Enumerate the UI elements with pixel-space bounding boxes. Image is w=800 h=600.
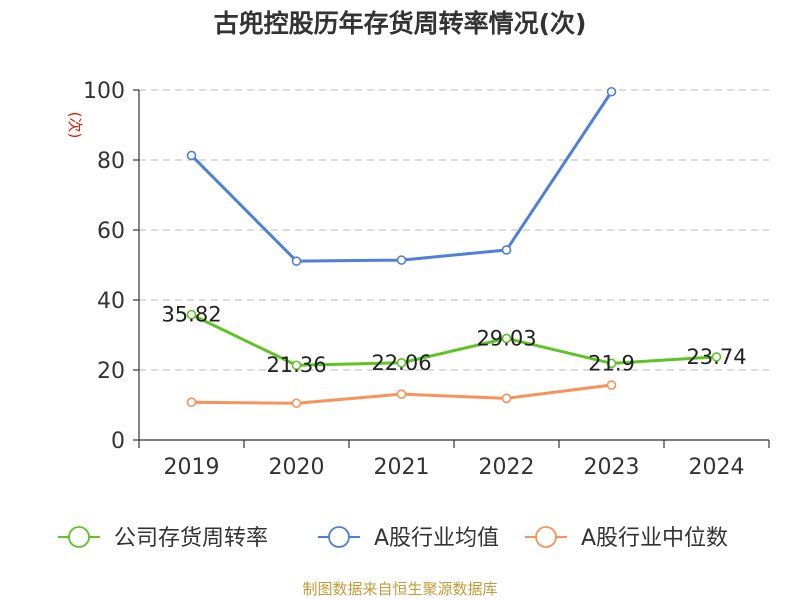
data-point-0-2022 (501, 333, 512, 344)
axes: 0 20 40 60 80 100 (次) 2019 2020 2021 2022 2023 2024 (66, 79, 770, 480)
data-point-1-2021 (396, 255, 407, 265)
grid-lines (139, 89, 769, 371)
data-point-1-2020 (291, 256, 302, 266)
x-tick-label-2024: 2024 (689, 455, 745, 480)
legend-marker-1 (328, 526, 350, 548)
data-point-0-2024 (711, 352, 722, 362)
x-tick-label-2020: 2020 (269, 455, 325, 480)
data-point-0-2021 (396, 357, 407, 368)
data-point-0-2023 (606, 358, 617, 369)
data-label-2023: 21.9 (588, 351, 635, 375)
data-point-1-2019 (186, 150, 197, 161)
y-tick-label: 40 (97, 289, 125, 314)
series-lines (186, 86, 722, 409)
legend-label-0: 公司存货周转率 (114, 526, 268, 551)
data-point-1-2023 (606, 86, 617, 97)
data-point-2-2023 (606, 380, 617, 390)
legend: 公司存货周转率 A股行业均值 A股行业中位数 (58, 526, 728, 551)
chart-title: 古兜控股历年存货周转率情况(次) (213, 9, 587, 38)
data-point-2-2022 (501, 393, 512, 404)
data-point-2-2019 (186, 397, 197, 408)
legend-marker-0 (68, 526, 90, 548)
y-tick-label: 80 (97, 149, 125, 174)
legend-label-2: A股行业中位数 (581, 526, 728, 551)
data-point-0-2020 (291, 360, 302, 371)
y-tick-label: 0 (111, 429, 125, 454)
data-labels: 35.82 21.36 22.06 29.03 21.9 23.74 (161, 303, 746, 378)
data-point-2-2020 (291, 398, 302, 409)
x-tick-label-2019: 2019 (164, 455, 220, 480)
data-point-2-2021 (396, 389, 407, 399)
x-tick-label-2022: 2022 (479, 455, 535, 480)
data-label-2022: 29.03 (476, 326, 536, 350)
data-label-2020: 21.36 (266, 353, 326, 377)
data-label-2021: 22.06 (371, 351, 431, 375)
data-label-2019: 35.82 (161, 303, 221, 327)
legend-marker-2 (535, 526, 557, 548)
x-tick-label-2021: 2021 (374, 455, 430, 480)
x-tick-label-2023: 2023 (584, 455, 640, 480)
data-point-0-2019 (186, 309, 197, 320)
series-line-0 (190, 313, 717, 367)
series-line-1 (190, 90, 613, 263)
y-tick-label: 100 (83, 79, 125, 104)
y-tick-label: 60 (97, 219, 125, 244)
data-label-2024: 23.74 (686, 345, 746, 369)
footer-source: 制图数据来自恒生聚源数据库 (302, 580, 498, 598)
y-axis-label: (次) (66, 112, 84, 139)
legend-label-1: A股行业均值 (374, 526, 499, 551)
data-point-1-2022 (501, 245, 512, 255)
y-tick-label: 20 (97, 359, 125, 384)
